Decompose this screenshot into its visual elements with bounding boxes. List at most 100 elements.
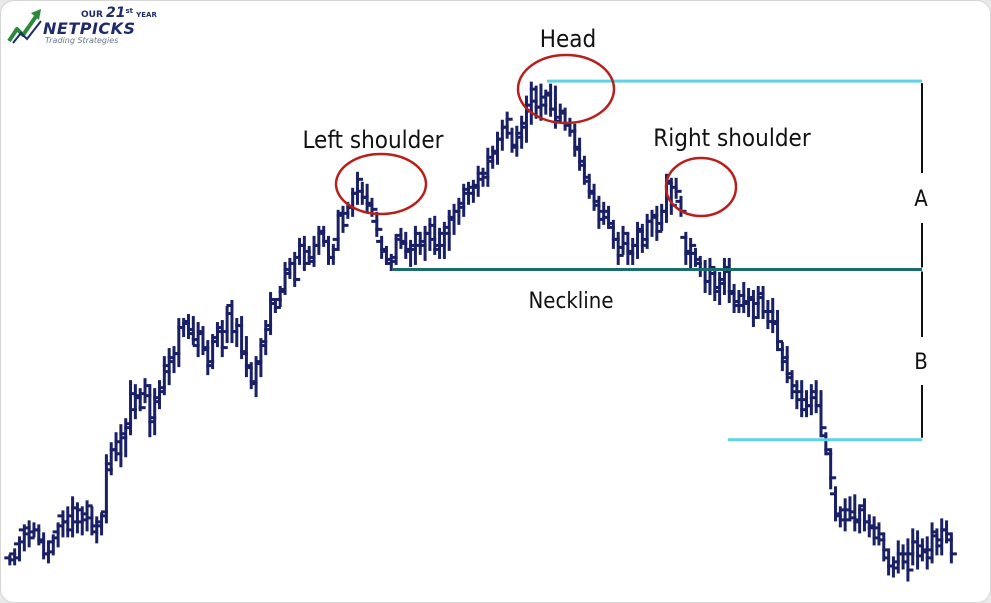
price-bar <box>434 227 446 259</box>
price-bar <box>820 432 832 456</box>
price-bar <box>265 291 277 336</box>
price-bar <box>86 506 98 536</box>
price-bar <box>607 219 619 249</box>
price-bar <box>376 235 388 259</box>
price-bar <box>149 388 161 436</box>
price-bar <box>878 532 890 562</box>
price-bar <box>207 334 219 370</box>
price-bar <box>791 380 803 410</box>
price-bar <box>945 532 957 564</box>
price-bar <box>105 442 117 476</box>
price-bar <box>699 259 711 293</box>
price-bar <box>743 287 755 318</box>
price-bar <box>139 378 151 404</box>
price-bar <box>91 516 103 544</box>
price-bar <box>757 285 769 320</box>
price-bar <box>709 267 721 301</box>
price-bar <box>23 520 35 548</box>
price-bar <box>467 179 479 203</box>
price-bar <box>100 454 112 524</box>
price-bar <box>738 281 750 314</box>
price-bar <box>545 83 557 117</box>
price-bar <box>926 522 938 564</box>
measure-a-label: A <box>914 187 928 212</box>
price-bar <box>414 231 426 255</box>
price-bar <box>405 239 417 267</box>
left-shoulder-label: Left shoulder <box>302 126 443 154</box>
price-bar <box>327 243 339 265</box>
price-bar <box>18 524 30 552</box>
price-bar <box>298 235 310 271</box>
price-bar <box>617 225 629 255</box>
price-bar <box>718 257 730 295</box>
price-bar <box>52 522 64 548</box>
price-bar <box>250 356 262 398</box>
price-bar <box>269 297 281 314</box>
logo-brand-text: NETPICKS <box>43 19 136 38</box>
price-bar <box>438 221 450 259</box>
price-bar <box>226 300 238 344</box>
price-bar <box>839 498 851 532</box>
price-bar <box>390 233 402 265</box>
price-bar <box>221 306 233 344</box>
price-bar <box>337 205 349 233</box>
price-bar <box>144 384 156 438</box>
price-bar <box>704 257 716 295</box>
level-lines <box>393 79 922 442</box>
price-bar <box>632 221 644 259</box>
neckline-label: Neckline <box>528 289 613 314</box>
price-bar <box>883 548 895 576</box>
price-bar <box>897 544 909 570</box>
price-bar <box>912 530 924 570</box>
price-bar <box>723 257 735 303</box>
price-bar <box>858 498 870 532</box>
price-bar <box>453 197 465 225</box>
price-bar <box>332 209 344 251</box>
price-bar <box>656 203 668 231</box>
price-bar <box>323 235 335 265</box>
price-bar <box>902 538 914 582</box>
price-bar <box>482 147 494 187</box>
price-bar <box>511 125 523 157</box>
price-bar <box>294 237 306 265</box>
price-bar <box>752 285 764 320</box>
price-bar <box>42 540 54 564</box>
price-bar <box>81 500 93 532</box>
netpicks-logo: OUR 21st YEAR NETPICKS Trading Strategie… <box>7 5 157 47</box>
price-bar <box>854 504 866 534</box>
price-bar <box>670 177 682 199</box>
price-bar <box>168 346 180 374</box>
price-bar <box>110 432 122 462</box>
price-bar <box>714 271 726 306</box>
price-bar <box>931 528 943 556</box>
price-bar <box>496 119 508 151</box>
price-bar <box>907 528 919 566</box>
price-bar <box>805 384 817 416</box>
price-bar <box>400 231 412 259</box>
price-bar <box>279 261 291 295</box>
price-bar <box>767 297 779 334</box>
right-shoulder-circle <box>664 156 738 218</box>
price-bar <box>255 338 267 378</box>
price-bar <box>129 384 141 420</box>
trend-arrow-icon <box>7 9 42 44</box>
price-bar <box>351 171 363 205</box>
price-bar <box>458 183 470 217</box>
price-bar <box>443 209 455 251</box>
price-bar <box>240 336 252 378</box>
pattern-circles <box>334 53 738 218</box>
price-bar <box>448 203 460 235</box>
price-bar <box>429 215 441 255</box>
price-bar <box>62 506 74 538</box>
price-bar <box>154 380 166 410</box>
price-bar <box>361 183 373 213</box>
right-shoulder-label: Right shoulder <box>653 124 811 152</box>
price-bar <box>801 390 813 418</box>
price-bar <box>115 424 127 468</box>
measure-b-label: B <box>914 350 928 375</box>
price-bar <box>680 231 692 265</box>
price-bar <box>356 181 368 205</box>
price-bar <box>622 231 634 265</box>
price-bar <box>236 316 248 360</box>
